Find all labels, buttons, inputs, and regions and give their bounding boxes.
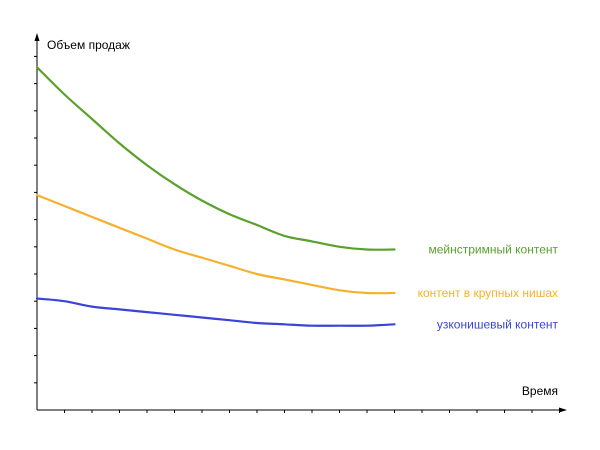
series-layer: мейнстримный контент контент в крупных ни… [35, 66, 559, 331]
series-label: узконишевый контент [437, 317, 559, 331]
series-line [35, 297, 396, 327]
series-line [35, 194, 396, 295]
series-line [35, 66, 396, 251]
series-label: контент в крупных нишах [418, 286, 558, 300]
series-1: контент в крупных нишах [35, 194, 558, 300]
series-0: мейнстримный контент [35, 66, 558, 257]
series-label: мейнстримный контент [428, 243, 558, 257]
y-axis-label: Объем продаж [47, 38, 130, 52]
series-2: узконишевый контент [35, 297, 559, 331]
axes: Объем продаж Время [34, 33, 567, 413]
x-axis-label: Время [522, 384, 558, 398]
y-axis-arrow [34, 33, 40, 41]
x-axis-arrow [559, 407, 567, 413]
y-ticks [34, 55, 37, 384]
x-ticks [64, 410, 560, 413]
